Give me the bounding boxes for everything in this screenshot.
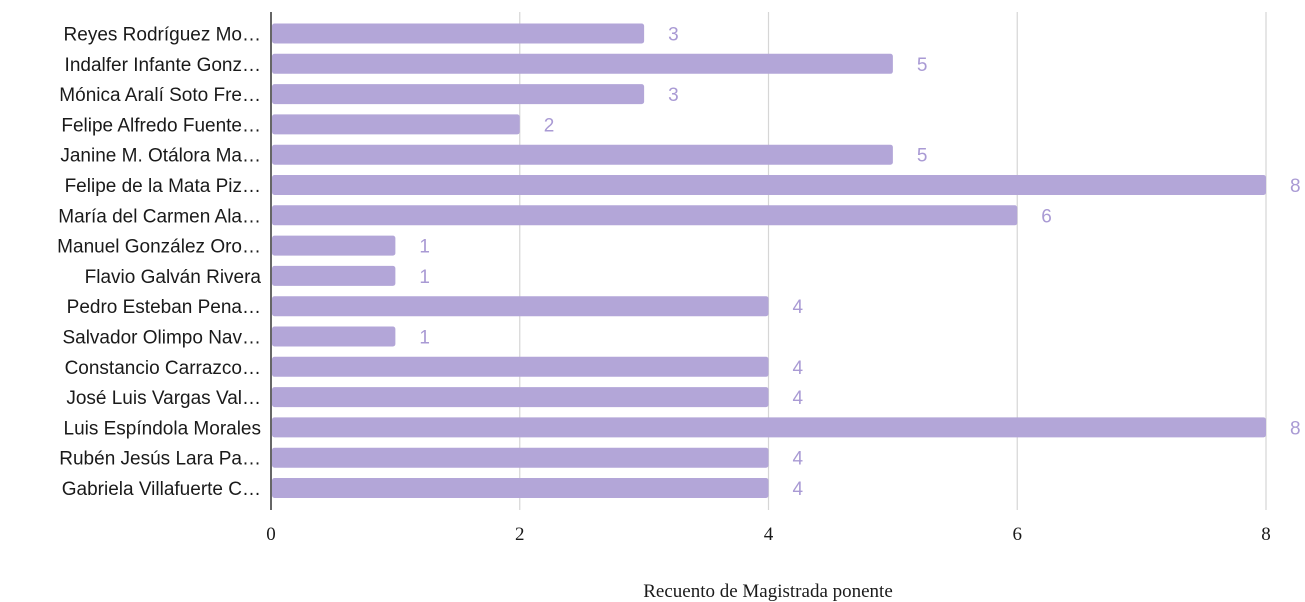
- bar: [272, 296, 769, 317]
- category-label: Luis Espíndola Morales: [64, 418, 262, 439]
- category-label: Reyes Rodríguez Mo…: [64, 25, 261, 46]
- category-label: Gabriela Villafuerte C…: [62, 479, 261, 500]
- category-label: Mónica Aralí Soto Fre…: [59, 85, 261, 106]
- bar: [272, 144, 893, 165]
- bar: [272, 356, 769, 377]
- category-label: Salvador Olimpo Nav…: [62, 328, 261, 349]
- value-label: 3: [668, 25, 679, 46]
- category-label: Pedro Esteban Pena…: [67, 297, 261, 318]
- value-labels: 3 5 3 2 5 8 6 1 1 4 1 4 4 8 4 4: [419, 25, 1300, 501]
- value-label: 5: [917, 146, 928, 167]
- bar: [272, 84, 645, 105]
- bar: [272, 53, 893, 74]
- category-label: Felipe de la Mata Piz…: [65, 176, 261, 197]
- x-axis-title: Recuento de Magistrada ponente: [643, 581, 893, 602]
- value-label: 1: [419, 328, 430, 349]
- category-label: Rubén Jesús Lara Pa…: [59, 449, 261, 470]
- bar: [272, 235, 396, 256]
- bars: [272, 23, 1266, 498]
- value-label: 4: [793, 358, 804, 379]
- value-label: 4: [793, 449, 804, 470]
- value-label: 8: [1290, 176, 1301, 197]
- category-label: Indalfer Infante Gonz…: [65, 55, 261, 76]
- value-label: 1: [419, 237, 430, 258]
- bar: [272, 175, 1266, 195]
- bar: [272, 265, 396, 286]
- category-label: Manuel González Oro…: [57, 237, 261, 258]
- value-label: 1: [419, 267, 430, 288]
- bar: [272, 326, 396, 347]
- bar: [272, 205, 1018, 226]
- x-tick-label: 4: [764, 524, 774, 545]
- value-label: 4: [793, 479, 804, 500]
- value-label: 8: [1290, 418, 1301, 439]
- x-tick-labels: 0 2 4 6 8: [266, 524, 1271, 545]
- category-label: José Luis Vargas Val…: [66, 388, 261, 409]
- value-label: 4: [793, 388, 804, 409]
- x-tick-label: 6: [1013, 524, 1023, 545]
- bar: [272, 387, 769, 408]
- x-tick-label: 8: [1261, 524, 1271, 545]
- bar: [272, 114, 520, 135]
- category-label: Constancio Carrazco…: [65, 358, 261, 379]
- category-label: Janine M. Otálora Ma…: [60, 146, 261, 167]
- bar: [272, 447, 769, 468]
- bar: [272, 478, 769, 498]
- x-tick-label: 2: [515, 524, 525, 545]
- x-tick-label: 0: [266, 524, 276, 545]
- bar: [272, 23, 645, 44]
- category-label: Flavio Galván Rivera: [85, 267, 262, 288]
- value-label: 5: [917, 55, 928, 76]
- category-label: María del Carmen Ala…: [58, 206, 261, 227]
- value-label: 3: [668, 85, 679, 106]
- value-label: 2: [544, 115, 555, 136]
- bar: [272, 417, 1266, 438]
- category-labels: Reyes Rodríguez Mo… Indalfer Infante Gonz…: [57, 25, 261, 501]
- value-label: 6: [1041, 206, 1052, 227]
- category-label: Felipe Alfredo Fuente…: [61, 115, 261, 136]
- value-label: 4: [793, 297, 804, 318]
